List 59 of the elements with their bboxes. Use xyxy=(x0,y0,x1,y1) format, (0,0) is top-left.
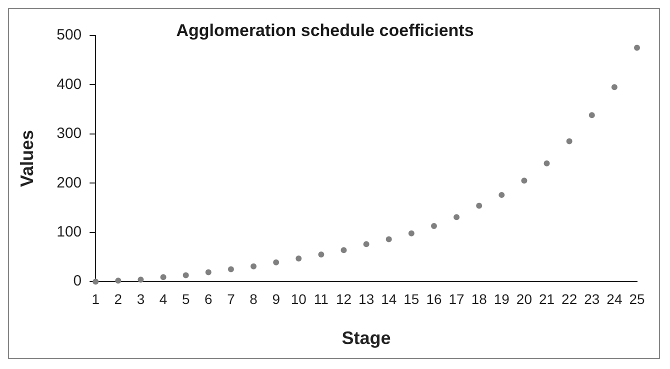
point xyxy=(296,255,302,262)
x-tick-label: 10 xyxy=(290,290,307,307)
point xyxy=(115,278,122,284)
point xyxy=(430,222,437,229)
x-tick-label: 17 xyxy=(448,290,465,307)
point xyxy=(160,274,166,280)
y-tick-label: 100 xyxy=(56,224,82,240)
x-tick-label: 15 xyxy=(404,290,420,307)
point xyxy=(92,278,99,285)
point xyxy=(205,269,212,276)
x-tick-label: 6 xyxy=(204,290,213,307)
point xyxy=(476,202,482,209)
y-tick-label: 0 xyxy=(73,272,82,290)
x-tick-label: 18 xyxy=(471,290,488,307)
point xyxy=(566,138,572,144)
x-axis-title: Stage xyxy=(342,328,391,348)
x-tick-label: 9 xyxy=(272,290,280,307)
x-tick-label: 3 xyxy=(136,290,145,307)
x-tick-label: 8 xyxy=(250,290,258,307)
x-tick-label: 13 xyxy=(358,290,374,307)
point xyxy=(138,276,144,283)
point xyxy=(521,178,528,184)
x-tick-label: 1 xyxy=(92,290,100,307)
point xyxy=(273,259,280,266)
x-tick-label: 7 xyxy=(227,290,236,307)
chart-title: Agglomeration schedule coefficients xyxy=(176,20,474,40)
point xyxy=(228,266,234,272)
point xyxy=(611,84,618,90)
point xyxy=(588,112,595,118)
x-tick-label: 11 xyxy=(314,290,329,307)
point xyxy=(340,247,347,254)
x-tick-label: 16 xyxy=(426,290,442,307)
point xyxy=(408,230,414,236)
y-tick-label: 400 xyxy=(56,76,82,93)
x-tick-label: 23 xyxy=(584,290,600,307)
x-tick-label: 12 xyxy=(336,290,352,307)
y-tick-label: 200 xyxy=(56,174,82,192)
x-tick-label: 20 xyxy=(516,290,532,307)
x-tick-label: 24 xyxy=(606,290,622,307)
x-tick-label: 25 xyxy=(629,290,645,307)
point xyxy=(544,160,550,166)
x-tick-label: 21 xyxy=(538,290,555,307)
x-tick-label: 14 xyxy=(381,290,397,307)
point xyxy=(318,252,324,258)
x-tick-label: 4 xyxy=(159,290,168,307)
x-tick-label: 2 xyxy=(114,290,122,307)
x-tick-label: 5 xyxy=(182,290,190,307)
y-tick-label: 300 xyxy=(56,125,82,142)
point xyxy=(363,241,370,248)
point xyxy=(386,236,392,242)
point xyxy=(182,272,189,278)
x-tick-label: 19 xyxy=(494,290,510,307)
point xyxy=(250,263,257,270)
y-tick-label: 500 xyxy=(56,26,82,44)
point xyxy=(498,192,505,198)
x-tick-label: 22 xyxy=(562,290,578,307)
point xyxy=(634,44,640,51)
point xyxy=(454,214,460,220)
y-axis-title: Values xyxy=(16,130,37,188)
